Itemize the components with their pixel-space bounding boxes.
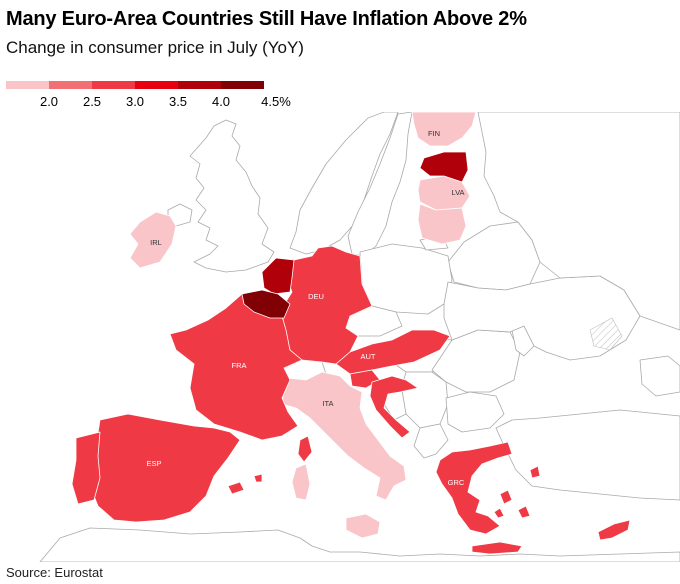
source-note: Source: Eurostat (6, 565, 103, 580)
country-tur (495, 409, 680, 501)
country-cyp (597, 519, 631, 541)
europe-map: FIN LVA IRL DEU FRA AUT ITA ESP GRC (39, 112, 680, 562)
chart-subtitle: Change in consumer price in July (YoY) (6, 38, 304, 57)
legend-label-2: 2.5 (82, 94, 102, 109)
country-gbr (189, 119, 275, 273)
country-ltu (417, 203, 467, 245)
country-corsica (297, 435, 313, 463)
country-grc (435, 441, 513, 535)
legend-label-1: 2.0 (39, 94, 59, 109)
legend-swatch-5 (178, 81, 221, 89)
legend: 2.0 2.5 3.0 3.5 4.0 4.5% (6, 81, 306, 112)
country-ita-sardinia (291, 463, 311, 501)
label-irl: IRL (150, 238, 162, 247)
label-fin: FIN (428, 129, 440, 138)
chart-title: Many Euro-Area Countries Still Have Infl… (6, 8, 527, 30)
euro-bin-2-0 (129, 112, 477, 539)
label-aut: AUT (361, 352, 376, 361)
country-est (419, 151, 469, 183)
country-fin (411, 112, 477, 147)
country-grc-crete (471, 541, 523, 555)
label-esp: ESP (146, 459, 161, 468)
legend-color-scale (6, 81, 306, 89)
euro-bin-4-0 (261, 151, 469, 295)
country-esp-balearic (227, 473, 263, 495)
country-rus (477, 112, 680, 331)
label-grc: GRC (448, 478, 465, 487)
country-deu (281, 245, 373, 365)
country-bel (241, 289, 291, 319)
country-prt (71, 431, 101, 505)
country-irl (129, 211, 177, 269)
legend-label-3: 3.0 (125, 94, 145, 109)
country-esp (89, 413, 241, 523)
non-euro-land (39, 112, 680, 562)
country-mkd-alb (413, 423, 449, 459)
country-grc-islands (493, 465, 541, 519)
label-ita: ITA (322, 399, 333, 408)
country-ita-sicily (345, 513, 381, 539)
euro-bin-3-0 (71, 245, 631, 555)
country-geo (639, 355, 680, 397)
euro-bin-4-5 (241, 289, 291, 319)
country-bgr (445, 391, 505, 433)
legend-swatch-3 (92, 81, 135, 89)
label-lva: LVA (451, 188, 464, 197)
legend-label-5: 4.0 (211, 94, 231, 109)
country-pol (359, 243, 453, 315)
label-fra: FRA (232, 361, 247, 370)
legend-swatch-2 (49, 81, 92, 89)
country-nld (261, 257, 295, 295)
legend-label-6: 4.5% (261, 94, 291, 109)
region-crimea-hatched (589, 317, 623, 351)
legend-label-4: 3.5 (168, 94, 188, 109)
country-nor (289, 112, 399, 255)
country-hrv (369, 375, 419, 439)
country-ukr (443, 275, 641, 361)
africa-coast (39, 527, 680, 562)
country-ita (281, 371, 407, 501)
country-swe (347, 112, 413, 257)
legend-swatch-6 (221, 81, 264, 89)
legend-swatch-4 (135, 81, 178, 89)
legend-swatch-1 (6, 81, 49, 89)
label-deu: DEU (308, 292, 324, 301)
